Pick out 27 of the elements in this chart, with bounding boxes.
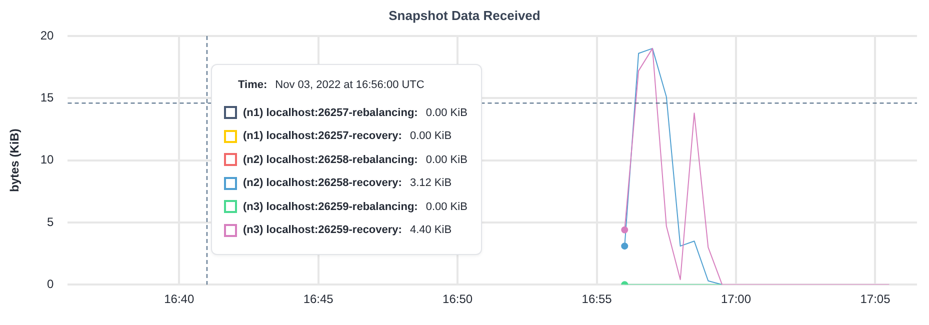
y-tick-label: 5 [47, 214, 54, 229]
legend-title: Time: [238, 79, 268, 91]
y-axis-title: bytes (KiB) [8, 128, 22, 192]
x-tick-label: 16:55 [582, 292, 612, 306]
x-tick-label: 16:40 [164, 292, 194, 306]
y-tick-label: 15 [40, 90, 54, 104]
legend-label: (n3) localhost:26259-recovery: [243, 224, 402, 236]
x-tick-label: 17:05 [860, 292, 891, 306]
legend-label: (n3) localhost:26259-rebalancing: [243, 200, 418, 213]
annotation: 0.00 KiB [426, 200, 468, 213]
y-tick-label: 0 [47, 276, 54, 291]
x-tick-label: 16:45 [303, 292, 334, 306]
legend-label: (n1) localhost:26257-rebalancing: [243, 106, 418, 119]
legend-label: (n1) localhost:26257-recovery: [243, 130, 402, 142]
x-tick-label: 16:50 [442, 292, 473, 306]
annotation: 0.00 KiB [426, 154, 468, 166]
x-tick-label: 17:00 [720, 292, 752, 306]
y-tick-label: 10 [40, 152, 54, 167]
legend-label: (n2) localhost:26258-rebalancing: [243, 154, 418, 166]
annotation: 3.12 KiB [410, 177, 452, 190]
legend-label: (n2) localhost:26258-recovery: [243, 177, 402, 190]
chart-title: Snapshot Data Received [388, 8, 542, 23]
annotation: 4.40 KiB [410, 224, 452, 236]
annotation: 0.00 KiB [426, 106, 468, 119]
y-tick-label: 20 [40, 28, 54, 42]
annotation: 0.00 KiB [410, 130, 452, 142]
annotation: Nov 03, 2022 at 16:56:00 UTC [275, 79, 424, 91]
